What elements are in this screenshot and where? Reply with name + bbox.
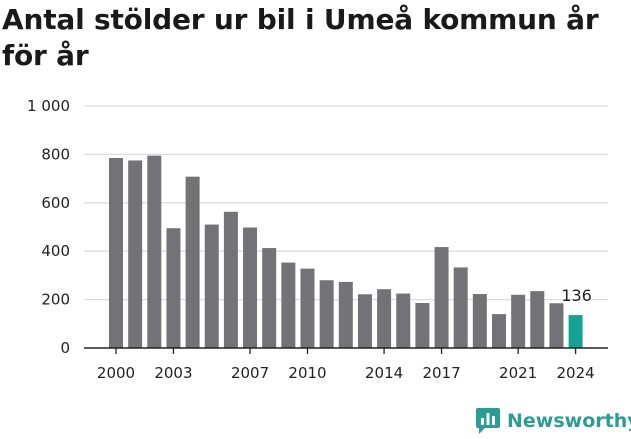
x-tick-label: 2003	[154, 364, 192, 382]
data-label-2024: 136	[561, 286, 592, 305]
bar	[549, 303, 564, 348]
brand-name: Newsworthy	[507, 410, 631, 432]
bar	[281, 262, 296, 348]
bar	[300, 268, 315, 348]
bar	[377, 289, 392, 348]
bar	[415, 302, 430, 348]
bar	[147, 155, 162, 348]
brand-logo: Newsworthy	[476, 406, 631, 436]
y-tick-label: 600	[41, 194, 70, 212]
data-labels: 136	[561, 286, 592, 305]
newsworthy-logo-icon	[476, 408, 500, 434]
bar	[530, 291, 545, 348]
x-tick-label: 2000	[97, 364, 135, 382]
bar	[472, 294, 487, 348]
y-tick-label: 800	[41, 145, 70, 163]
y-tick-label: 0	[60, 339, 70, 357]
bar	[128, 160, 143, 348]
bars	[109, 155, 583, 348]
x-axis-ticks: 2000 2003 2007 2010 2014 2017 2021 2024	[97, 348, 595, 382]
bar	[453, 267, 468, 348]
x-tick-label: 2007	[231, 364, 269, 382]
bar	[204, 224, 219, 348]
x-tick-label: 2017	[422, 364, 460, 382]
y-tick-label: 200	[41, 291, 70, 309]
y-axis-ticks: 0 200 400 600 800 1 000	[27, 97, 70, 357]
x-tick-label: 2014	[365, 364, 403, 382]
x-tick-label: 2010	[288, 364, 326, 382]
x-tick-label: 2021	[499, 364, 537, 382]
bar	[511, 294, 526, 348]
bar	[492, 314, 506, 348]
y-tick-label: 1 000	[27, 97, 70, 115]
chart-title: Antal stölder ur bil i Umeå kommun år fö…	[2, 3, 599, 72]
bar	[262, 248, 277, 348]
bar	[396, 293, 411, 348]
bar	[185, 176, 200, 348]
bar	[319, 280, 334, 348]
bar	[243, 227, 258, 348]
bar	[166, 228, 181, 348]
bar	[109, 158, 123, 348]
y-tick-label: 400	[41, 242, 70, 260]
bar	[434, 247, 449, 348]
bar	[357, 294, 372, 348]
x-tick-label: 2024	[557, 364, 595, 382]
bar	[223, 211, 238, 348]
bar	[338, 281, 353, 348]
bar-highlight	[568, 315, 583, 348]
grid-lines	[84, 105, 608, 301]
